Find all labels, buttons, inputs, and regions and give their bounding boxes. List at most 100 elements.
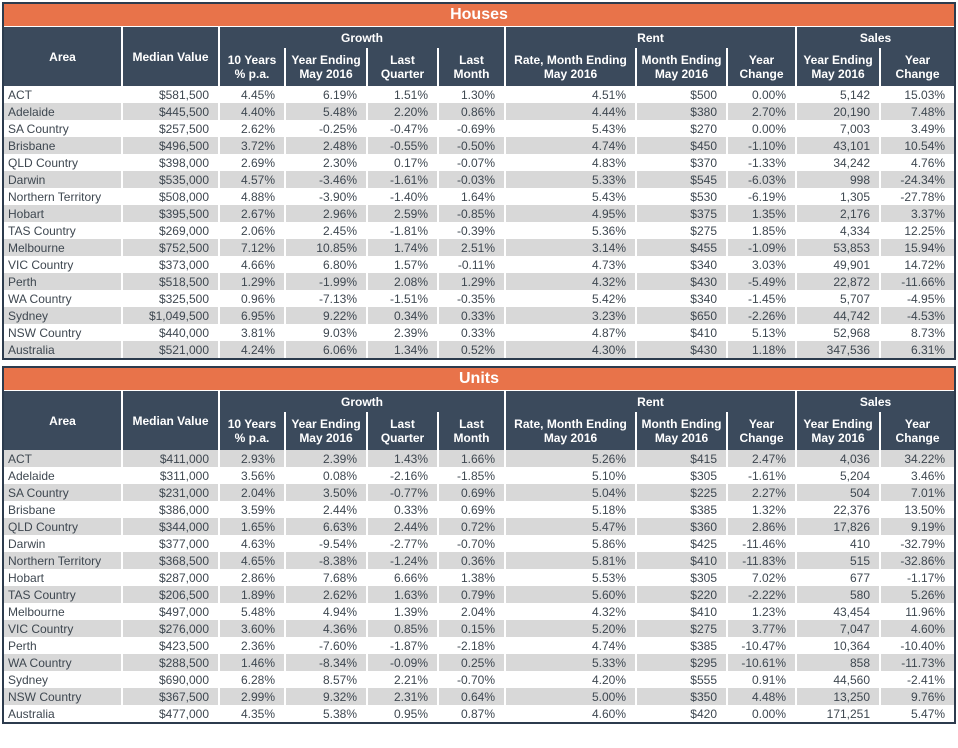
value-cell: 3.72% — [218, 137, 285, 154]
value-cell: -5.49% — [725, 273, 797, 290]
value-cell: -3.46% — [284, 171, 367, 188]
col-header-last-quarter: Last Quarter — [366, 412, 438, 450]
value-cell: $410 — [635, 603, 727, 620]
value-cell: 5.13% — [725, 324, 797, 341]
value-cell: 2.08% — [366, 273, 438, 290]
value-cell: 1.35% — [725, 205, 797, 222]
area-cell: NSW Country — [8, 325, 82, 340]
value-cell: 5.43% — [504, 120, 636, 137]
area-cell: WA Country — [8, 291, 72, 306]
value-cell: 6.06% — [284, 341, 367, 358]
value-cell: $410 — [635, 552, 727, 569]
value-cell: 0.87% — [437, 705, 505, 722]
value-cell: 4.66% — [218, 256, 285, 273]
value-cell: 3.50% — [284, 484, 367, 501]
value-cell: 347,536 — [795, 341, 881, 358]
value-cell: 5.47% — [879, 705, 955, 722]
value-cell: 0.95% — [366, 705, 438, 722]
value-cell: 1.38% — [437, 569, 505, 586]
value-cell: 53,853 — [795, 239, 881, 256]
value-cell: 2.44% — [284, 501, 367, 518]
value-cell: -1.24% — [366, 552, 438, 569]
value-cell: -1.51% — [366, 290, 438, 307]
value-cell: $276,000 — [121, 620, 219, 637]
table-row: Australia $521,000 4.24% 6.06% 1.34% 0.52% 4.3… — [4, 341, 955, 358]
value-cell: 2.69% — [218, 154, 285, 171]
table-row: VIC Country $276,000 3.60% 4.36% 0.85% 0.15% 5… — [4, 620, 955, 637]
value-cell: -0.50% — [437, 137, 505, 154]
value-cell: 6.66% — [366, 569, 438, 586]
value-cell: 3.46% — [879, 467, 955, 484]
value-cell: $555 — [635, 671, 727, 688]
value-cell: 43,101 — [795, 137, 881, 154]
value-cell: 3.37% — [879, 205, 955, 222]
col-header-rent-rate: Rate, Month Ending May 2016 — [504, 48, 636, 86]
value-cell: 3.77% — [725, 620, 797, 637]
value-cell: 2.86% — [725, 518, 797, 535]
value-cell: -0.09% — [366, 654, 438, 671]
value-cell: 5.10% — [504, 467, 636, 484]
table-header: Area Median Value Growth Rent Sales 10 Y… — [4, 391, 955, 450]
value-cell: 504 — [795, 484, 881, 501]
houses-table-block: Houses Area Median Value Growth Rent Sal… — [2, 2, 956, 360]
col-header-10-years: 10 Years % p.a. — [218, 48, 285, 86]
value-cell: $1,049,500 — [121, 307, 219, 324]
value-cell: -4.53% — [879, 307, 955, 324]
value-cell: 4.95% — [504, 205, 636, 222]
value-cell: 2.20% — [366, 103, 438, 120]
value-cell: $530 — [635, 188, 727, 205]
value-cell: $518,500 — [121, 273, 219, 290]
value-cell: 0.00% — [725, 120, 797, 137]
value-cell: $500 — [635, 86, 727, 103]
value-cell: 1,305 — [795, 188, 881, 205]
value-cell: $430 — [635, 341, 727, 358]
value-cell: 0.69% — [437, 484, 505, 501]
value-cell: 4.94% — [284, 603, 367, 620]
table-row: QLD Country $398,000 2.69% 2.30% 0.17% -0.07%… — [4, 154, 955, 171]
col-header-last-month: Last Month — [437, 48, 505, 86]
table-row: Adelaide $311,000 3.56% 0.08% -2.16% -1.85% 5.… — [4, 467, 955, 484]
value-cell: 2.30% — [284, 154, 367, 171]
value-cell: 4.57% — [218, 171, 285, 188]
value-cell: -0.47% — [366, 120, 438, 137]
area-cell: Sydney — [8, 308, 49, 323]
value-cell: -4.95% — [879, 290, 955, 307]
value-cell: -0.55% — [366, 137, 438, 154]
value-cell: 44,560 — [795, 671, 881, 688]
value-cell: $350 — [635, 688, 727, 705]
col-header-sales-year-ending: Year Ending May 2016 — [795, 48, 881, 86]
value-cell: 1.30% — [437, 86, 505, 103]
value-cell: -1.10% — [725, 137, 797, 154]
value-cell: 677 — [795, 569, 881, 586]
value-cell: 1.89% — [218, 586, 285, 603]
value-cell: 0.86% — [437, 103, 505, 120]
value-cell: 49,901 — [795, 256, 881, 273]
value-cell: 4.20% — [504, 671, 636, 688]
area-cell: Hobart — [8, 206, 45, 221]
value-cell: 1.32% — [725, 501, 797, 518]
value-cell: 0.00% — [725, 705, 797, 722]
area-cell: Perth — [8, 274, 37, 289]
value-cell: -0.70% — [437, 535, 505, 552]
value-cell: 580 — [795, 586, 881, 603]
value-cell: $287,000 — [121, 569, 219, 586]
value-cell: 3.59% — [218, 501, 285, 518]
table-title: Units — [4, 368, 954, 391]
value-cell: -24.34% — [879, 171, 955, 188]
value-cell: 5.26% — [879, 586, 955, 603]
area-cell: Australia — [8, 706, 55, 721]
value-cell: 5.53% — [504, 569, 636, 586]
value-cell: 7,047 — [795, 620, 881, 637]
table-row: SA Country $231,000 2.04% 3.50% -0.77% 0.69% 5… — [4, 484, 955, 501]
value-cell: $206,500 — [121, 586, 219, 603]
value-cell: 10.85% — [284, 239, 367, 256]
value-cell: 7,003 — [795, 120, 881, 137]
value-cell: -0.39% — [437, 222, 505, 239]
value-cell: -32.86% — [879, 552, 955, 569]
value-cell: 5.86% — [504, 535, 636, 552]
value-cell: 2.04% — [437, 603, 505, 620]
value-cell: 1.51% — [366, 86, 438, 103]
houses-table: Area Median Value Growth Rent Sales 10 Y… — [4, 27, 955, 358]
value-cell: 2.39% — [366, 324, 438, 341]
value-cell: $440,000 — [121, 324, 219, 341]
